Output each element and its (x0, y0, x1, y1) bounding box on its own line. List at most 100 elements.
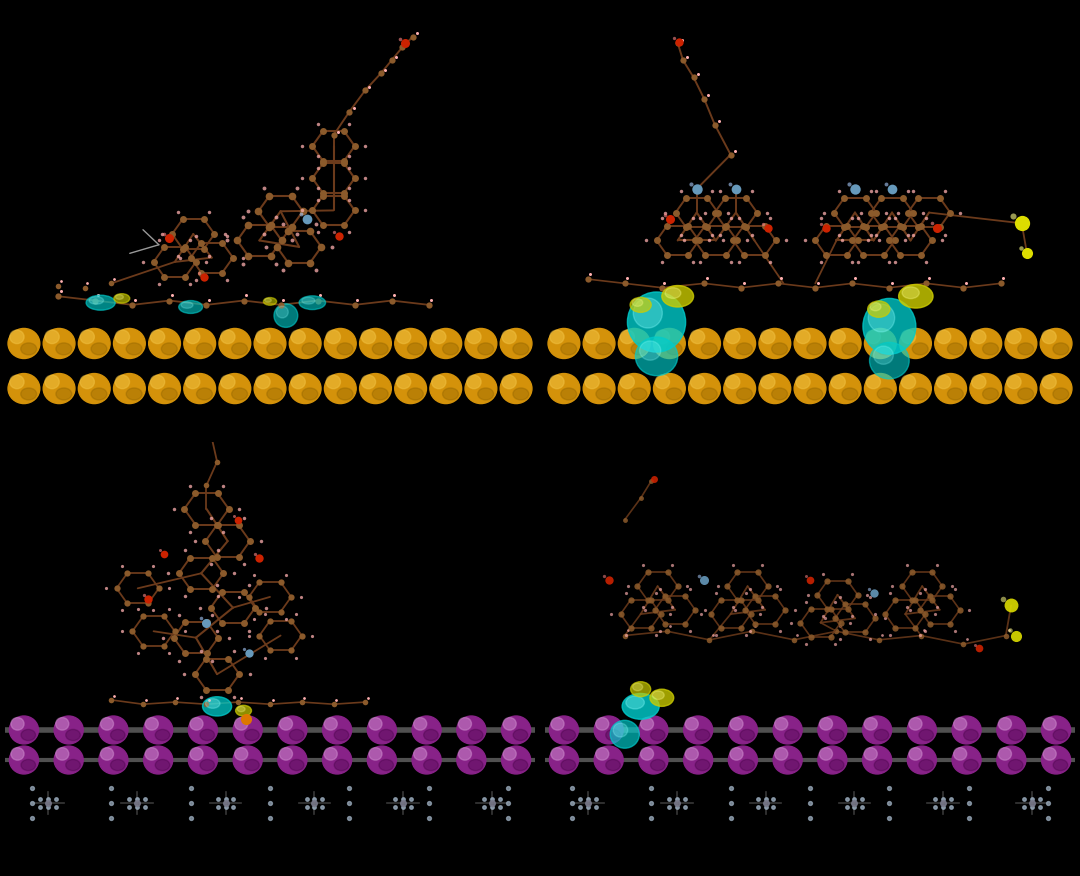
Ellipse shape (760, 375, 775, 389)
Ellipse shape (395, 328, 427, 358)
Ellipse shape (156, 730, 170, 740)
Ellipse shape (99, 716, 127, 744)
Ellipse shape (379, 730, 393, 740)
Ellipse shape (701, 343, 717, 355)
Ellipse shape (954, 717, 967, 730)
Ellipse shape (326, 330, 340, 343)
Ellipse shape (43, 373, 75, 404)
Ellipse shape (1040, 328, 1072, 358)
Ellipse shape (21, 730, 36, 740)
Ellipse shape (785, 759, 799, 771)
Ellipse shape (1041, 716, 1070, 744)
Ellipse shape (689, 373, 720, 404)
Ellipse shape (513, 388, 529, 400)
Ellipse shape (234, 717, 247, 730)
Ellipse shape (796, 330, 810, 343)
Ellipse shape (656, 375, 670, 389)
Ellipse shape (551, 717, 564, 730)
Ellipse shape (190, 717, 203, 730)
Ellipse shape (337, 388, 353, 400)
Ellipse shape (291, 330, 306, 343)
Ellipse shape (200, 730, 215, 740)
Ellipse shape (360, 328, 391, 358)
Ellipse shape (1017, 343, 1034, 355)
Ellipse shape (1043, 717, 1056, 730)
Ellipse shape (953, 746, 981, 774)
Ellipse shape (469, 759, 483, 771)
Ellipse shape (724, 328, 756, 358)
Ellipse shape (583, 373, 615, 404)
Ellipse shape (324, 328, 356, 358)
Ellipse shape (467, 375, 481, 389)
Ellipse shape (831, 330, 846, 343)
Ellipse shape (181, 302, 193, 308)
Ellipse shape (458, 717, 472, 730)
Ellipse shape (324, 373, 356, 404)
Ellipse shape (869, 343, 909, 379)
Ellipse shape (197, 343, 213, 355)
Ellipse shape (869, 302, 881, 311)
Ellipse shape (245, 759, 259, 771)
Ellipse shape (324, 747, 337, 760)
Ellipse shape (334, 759, 349, 771)
Ellipse shape (1005, 328, 1037, 358)
Ellipse shape (652, 691, 664, 700)
Ellipse shape (379, 759, 393, 771)
Ellipse shape (596, 717, 609, 730)
Ellipse shape (188, 716, 217, 744)
Ellipse shape (457, 746, 486, 774)
Ellipse shape (874, 346, 893, 364)
Ellipse shape (149, 328, 180, 358)
Ellipse shape (500, 328, 532, 358)
Ellipse shape (818, 716, 847, 744)
Ellipse shape (150, 375, 164, 389)
Ellipse shape (594, 716, 623, 744)
Ellipse shape (907, 716, 936, 744)
Ellipse shape (620, 375, 634, 389)
Ellipse shape (369, 717, 382, 730)
Ellipse shape (477, 388, 494, 400)
Ellipse shape (728, 716, 757, 744)
Ellipse shape (99, 746, 127, 774)
Ellipse shape (899, 285, 933, 308)
Ellipse shape (902, 286, 919, 299)
Ellipse shape (11, 717, 24, 730)
Ellipse shape (219, 328, 251, 358)
Ellipse shape (203, 696, 231, 716)
Ellipse shape (730, 717, 743, 730)
Ellipse shape (863, 716, 892, 744)
Ellipse shape (264, 298, 276, 305)
Ellipse shape (684, 746, 713, 774)
Ellipse shape (983, 343, 999, 355)
Ellipse shape (829, 730, 843, 740)
Ellipse shape (326, 375, 340, 389)
Ellipse shape (759, 328, 791, 358)
Ellipse shape (477, 343, 494, 355)
Ellipse shape (690, 330, 704, 343)
Ellipse shape (265, 299, 271, 302)
Ellipse shape (919, 759, 933, 771)
Ellipse shape (407, 343, 423, 355)
Ellipse shape (701, 388, 717, 400)
Ellipse shape (550, 716, 579, 744)
Ellipse shape (632, 299, 643, 307)
Ellipse shape (548, 373, 580, 404)
Ellipse shape (794, 373, 826, 404)
Ellipse shape (653, 328, 686, 358)
Ellipse shape (413, 716, 441, 744)
Ellipse shape (234, 747, 247, 760)
Ellipse shape (274, 304, 298, 328)
Ellipse shape (430, 373, 461, 404)
Ellipse shape (947, 343, 963, 355)
Ellipse shape (56, 747, 69, 760)
Ellipse shape (190, 747, 203, 760)
Ellipse shape (301, 297, 315, 304)
Ellipse shape (653, 373, 686, 404)
Ellipse shape (423, 730, 438, 740)
Ellipse shape (66, 759, 80, 771)
Ellipse shape (150, 330, 164, 343)
Ellipse shape (161, 388, 177, 400)
Ellipse shape (633, 298, 662, 328)
Ellipse shape (773, 746, 802, 774)
Ellipse shape (276, 306, 288, 318)
